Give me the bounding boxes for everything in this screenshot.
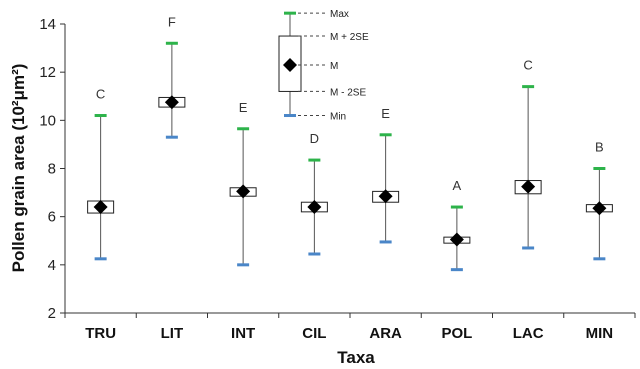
x-tick-label: CIL	[302, 325, 326, 342]
x-tick-label: TRU	[85, 325, 116, 342]
legend-label: Min	[330, 112, 346, 123]
box-pol: A	[443, 178, 471, 272]
legend-label: M + 2SE	[330, 32, 369, 43]
box-lit: F	[158, 14, 186, 139]
y-tick-label: 6	[48, 209, 56, 226]
legend-label: M - 2SE	[330, 87, 366, 98]
legend: Max M + 2SE M M - 2SE Min	[278, 9, 369, 123]
box-mean-marker	[449, 232, 464, 247]
y-tick-label: 4	[48, 257, 56, 274]
group-letter: A	[453, 178, 462, 193]
box-ara: E	[372, 106, 400, 244]
y-tick-label: 14	[39, 16, 56, 33]
legend-mean-marker	[283, 57, 297, 72]
group-letter: F	[168, 14, 176, 29]
box-int: E	[229, 100, 257, 267]
box-mean-marker	[592, 201, 607, 216]
x-tick-label: LAC	[513, 325, 544, 342]
box-mean-marker	[164, 95, 179, 110]
group-letter: C	[523, 58, 532, 73]
x-tick-label: MIN	[586, 325, 614, 342]
x-tick-label: ARA	[369, 325, 402, 342]
x-tick-label: POL	[441, 325, 472, 342]
group-letter: D	[310, 131, 319, 146]
legend-label: M	[330, 61, 338, 72]
y-tick-label: 12	[39, 64, 56, 81]
y-tick-label: 8	[48, 161, 56, 178]
group-letter: E	[381, 106, 390, 121]
box-mean-marker	[93, 200, 108, 215]
y-axis-title: Pollen grain area (10²μm²)	[9, 64, 28, 273]
box-min: B	[585, 140, 613, 261]
box-cil: D	[300, 131, 328, 256]
box-mean-marker	[378, 189, 393, 204]
x-axis-title: Taxa	[337, 348, 375, 367]
box-lac: C	[514, 58, 542, 250]
group-letter: C	[96, 87, 105, 102]
y-tick-label: 2	[48, 305, 56, 322]
plot-marks: C F E D E A C B	[87, 14, 613, 272]
group-letter: B	[595, 140, 604, 155]
y-tick-label: 10	[39, 112, 56, 129]
box-mean-marker	[521, 179, 536, 194]
x-axis: TRU LIT INT CIL ARA POL LAC MIN	[64, 312, 636, 342]
y-axis: 2 4 6 8 10 12 14	[39, 16, 66, 322]
group-letter: E	[239, 100, 248, 115]
x-tick-label: LIT	[161, 325, 184, 342]
x-tick-label: INT	[231, 325, 255, 342]
box-mean-marker	[307, 200, 322, 215]
legend-label: Max	[330, 9, 349, 20]
box-mean-marker	[236, 184, 251, 199]
box-tru: C	[87, 87, 115, 261]
